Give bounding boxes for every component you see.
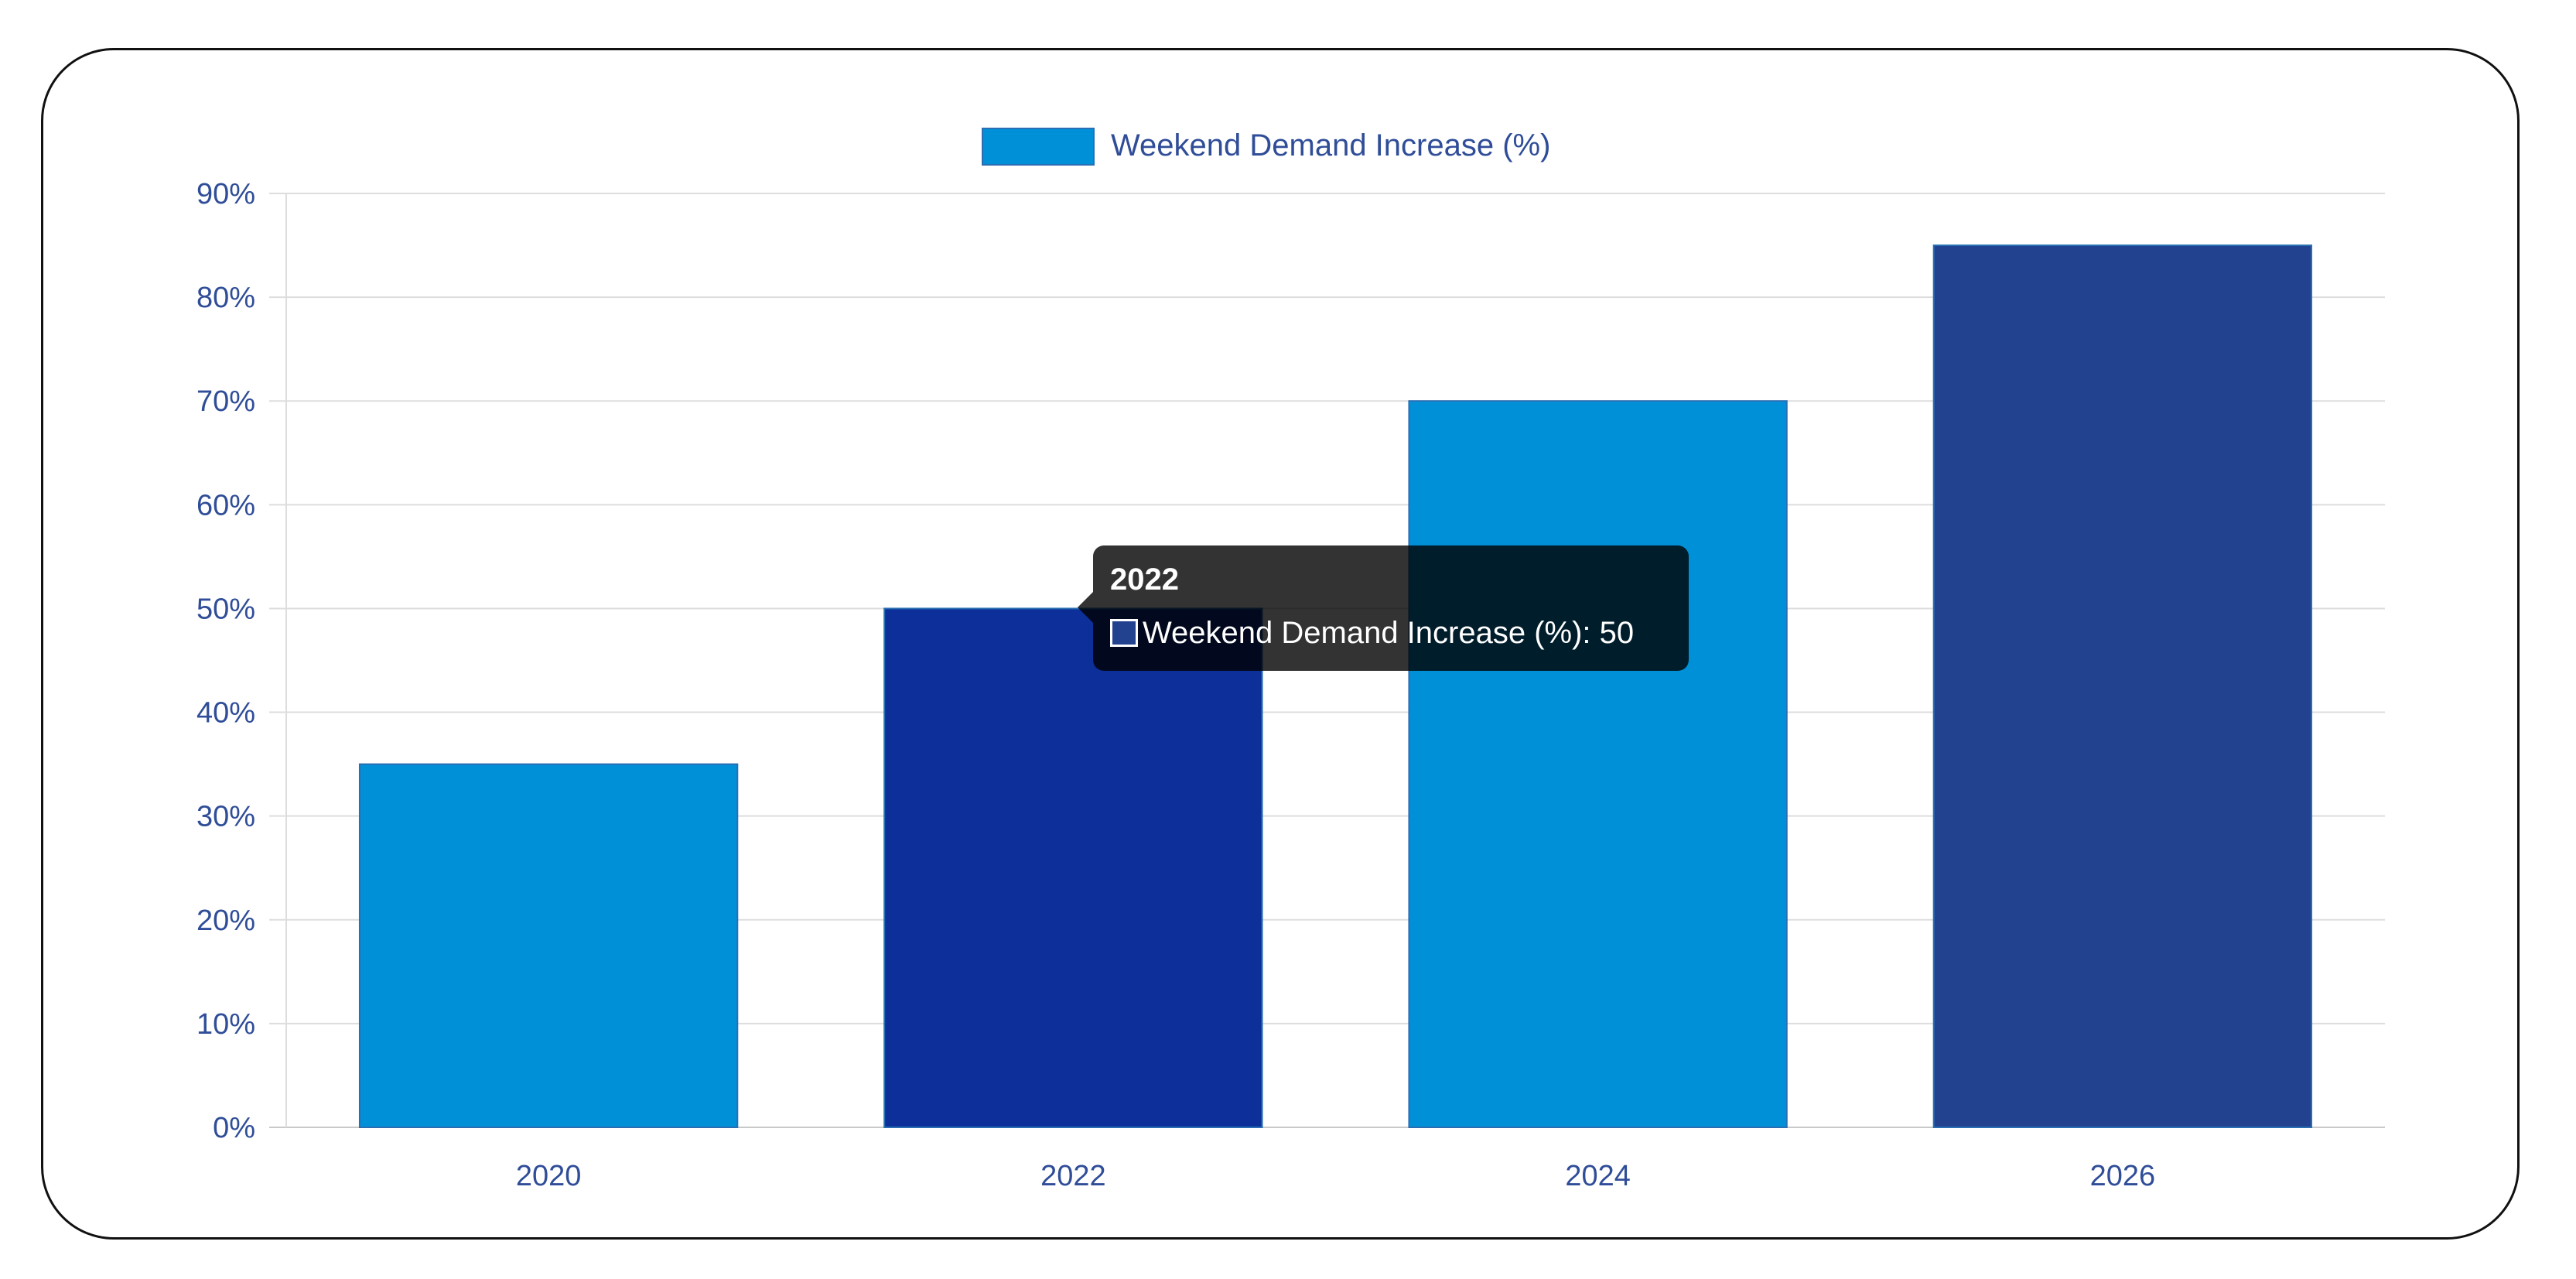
bar-2022[interactable] [883, 607, 1263, 1128]
legend-label[interactable]: Weekend Demand Increase (%) [1111, 128, 1550, 162]
tooltip-row: Weekend Demand Increase (%): 50 [1110, 615, 1672, 651]
tooltip-title: 2022 [1110, 563, 1179, 597]
y-tick-label: 70% [196, 385, 255, 418]
y-axis-tick-labels: 0% 10% 20% 30% 40% 50% 60% 70% 80% 90% [196, 178, 255, 1144]
y-tick-label: 80% [196, 282, 255, 314]
tooltip-swatch [1110, 619, 1138, 647]
bar-2020[interactable] [358, 763, 739, 1128]
legend-swatch[interactable] [982, 128, 1095, 166]
y-tick-label: 60% [196, 489, 255, 522]
tooltip-label: Weekend Demand Increase (%): 50 [1143, 616, 1635, 650]
bar-2026[interactable] [1932, 245, 2313, 1128]
legend[interactable]: Weekend Demand Increase (%) [982, 128, 1550, 166]
tooltip-caret [1078, 592, 1093, 623]
bar-2024[interactable] [1408, 400, 1788, 1128]
y-tick-label: 40% [196, 697, 255, 730]
y-tick-label: 0% [213, 1112, 255, 1144]
bars [358, 245, 2313, 1128]
x-tick-label: 2024 [1565, 1160, 1631, 1192]
x-tick-label: 2020 [516, 1160, 582, 1192]
x-axis-tick-labels: 2020 2022 2024 2026 [516, 1160, 2155, 1192]
y-tick-label: 90% [196, 178, 255, 210]
tooltip: 2022 Weekend Demand Increase (%): 50 [1078, 545, 1689, 671]
x-tick-label: 2022 [1040, 1160, 1106, 1192]
y-tick-label: 30% [196, 801, 255, 833]
y-tick-label: 20% [196, 905, 255, 937]
x-tick-label: 2026 [2090, 1160, 2156, 1192]
y-tick-label: 50% [196, 593, 255, 625]
y-tick-label: 10% [196, 1008, 255, 1041]
